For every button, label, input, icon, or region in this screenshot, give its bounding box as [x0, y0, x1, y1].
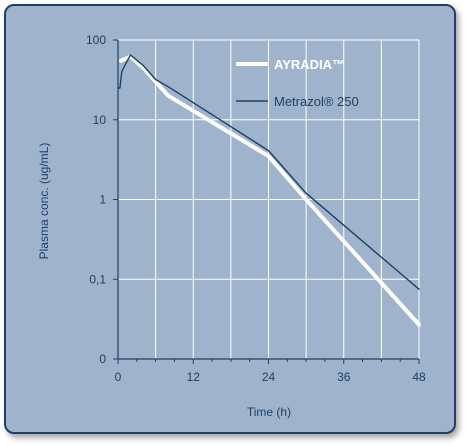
- y-tick-label: 0: [99, 352, 106, 366]
- line-chart: 0 12 24 36 48 0 0,1 1 10 100 Time (h) Plasma conc…: [6, 6, 456, 434]
- x-tick-label: 36: [337, 370, 351, 384]
- chart-panel: 0 12 24 36 48 0 0,1 1 10 100 Time (h) Plasma conc…: [4, 4, 456, 434]
- y-tick-label: 1: [99, 193, 106, 207]
- y-axis-title: Plasma conc. (ug/mL): [37, 143, 51, 260]
- x-axis-title: Time (h): [247, 405, 291, 419]
- x-tick-label: 24: [262, 370, 276, 384]
- legend-label-ayradia: AYRADIA™: [274, 57, 345, 72]
- tick-labels: 0 12 24 36 48 0 0,1 1 10 100: [86, 33, 426, 384]
- x-tick-label: 48: [412, 370, 426, 384]
- x-tick-label: 12: [187, 370, 201, 384]
- axes: [113, 40, 419, 364]
- y-tick-label: 10: [93, 113, 107, 127]
- y-tick-label: 100: [86, 33, 106, 47]
- legend: AYRADIA™ Metrazol® 250: [236, 57, 359, 109]
- x-tick-label: 0: [115, 370, 122, 384]
- series-line-0: [121, 57, 419, 325]
- y-tick-label: 0,1: [89, 272, 106, 286]
- legend-label-metrazol: Metrazol® 250: [274, 94, 359, 109]
